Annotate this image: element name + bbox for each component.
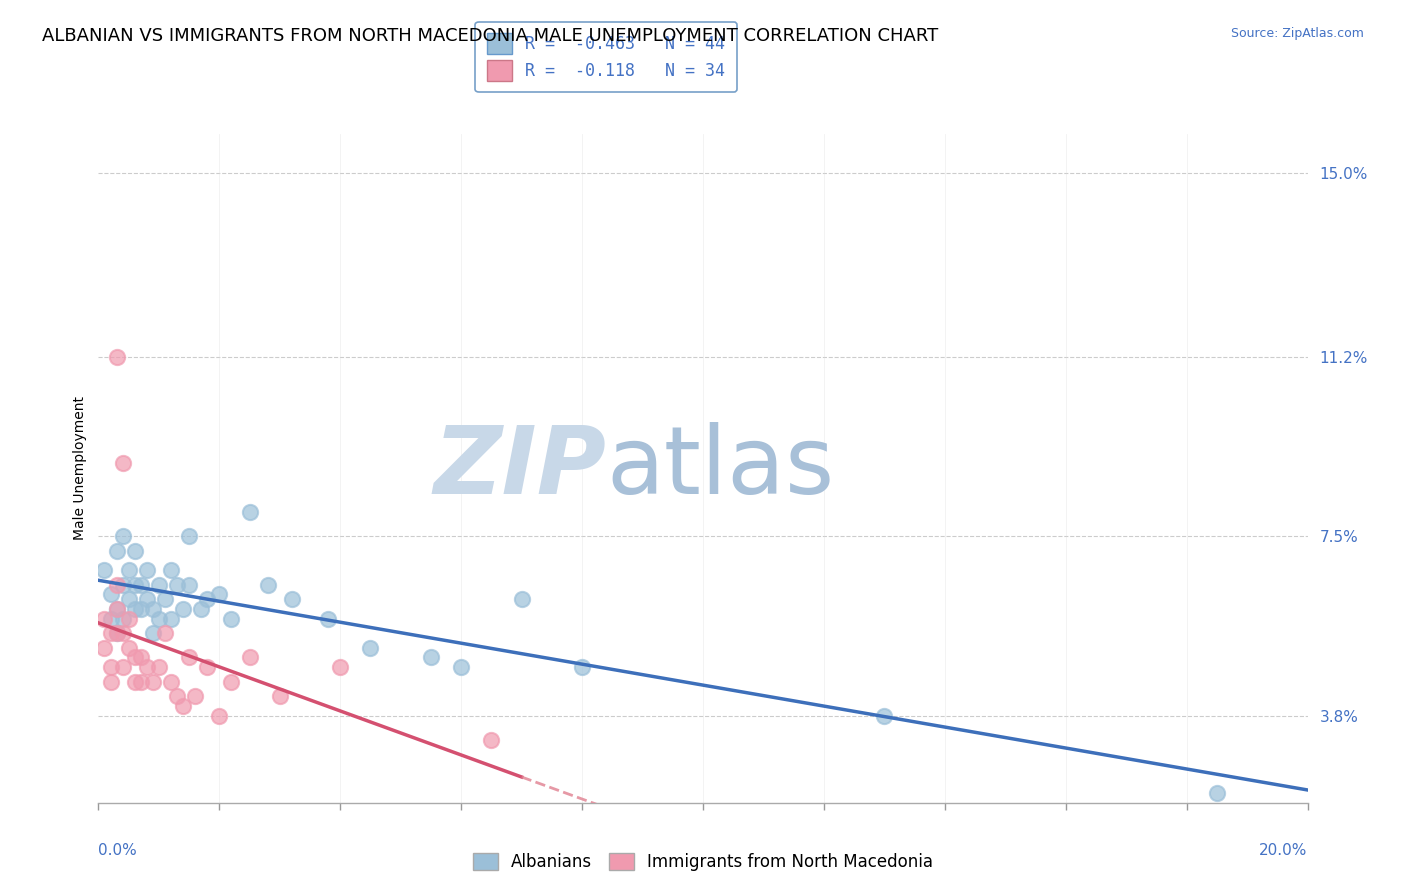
Point xyxy=(316,611,339,625)
Text: 0.0%: 0.0% xyxy=(98,843,138,858)
Point xyxy=(111,577,134,591)
Point xyxy=(100,611,122,625)
Point xyxy=(111,626,134,640)
Point xyxy=(160,674,183,689)
Text: 20.0%: 20.0% xyxy=(1260,843,1308,858)
Point xyxy=(118,640,141,655)
Point xyxy=(160,563,183,577)
Point xyxy=(419,650,441,665)
Point xyxy=(105,602,128,616)
Point xyxy=(153,626,176,640)
Point xyxy=(360,640,382,655)
Point xyxy=(142,674,165,689)
Point xyxy=(1206,786,1229,800)
Point xyxy=(481,732,503,747)
Point xyxy=(111,529,134,543)
Point xyxy=(239,505,262,519)
Point xyxy=(129,577,152,591)
Point xyxy=(571,660,593,674)
Text: atlas: atlas xyxy=(606,422,835,515)
Point xyxy=(124,602,146,616)
Point xyxy=(111,611,134,625)
Point xyxy=(450,660,472,674)
Point xyxy=(100,660,122,674)
Point xyxy=(93,640,115,655)
Point xyxy=(93,563,115,577)
Point xyxy=(118,592,141,607)
Point xyxy=(510,592,533,607)
Point xyxy=(160,611,183,625)
Point xyxy=(153,592,176,607)
Point xyxy=(177,529,201,543)
Point xyxy=(111,660,134,674)
Point xyxy=(93,611,115,625)
Point xyxy=(118,611,141,625)
Point xyxy=(111,457,134,471)
Point xyxy=(105,602,128,616)
Point xyxy=(281,592,304,607)
Point xyxy=(172,602,194,616)
Point xyxy=(105,626,128,640)
Point xyxy=(195,660,218,674)
Point xyxy=(124,674,146,689)
Point xyxy=(105,626,128,640)
Point xyxy=(124,543,146,558)
Point xyxy=(129,674,152,689)
Point xyxy=(148,577,170,591)
Point xyxy=(873,708,896,723)
Text: ALBANIAN VS IMMIGRANTS FROM NORTH MACEDONIA MALE UNEMPLOYMENT CORRELATION CHART: ALBANIAN VS IMMIGRANTS FROM NORTH MACEDO… xyxy=(42,27,938,45)
Point xyxy=(184,689,207,703)
Point xyxy=(166,689,188,703)
Y-axis label: Male Unemployment: Male Unemployment xyxy=(73,396,87,541)
Point xyxy=(100,626,122,640)
Point xyxy=(105,350,128,364)
Point xyxy=(177,650,201,665)
Point xyxy=(135,660,157,674)
Legend: Albanians, Immigrants from North Macedonia: Albanians, Immigrants from North Macedon… xyxy=(464,845,942,880)
Point xyxy=(177,577,201,591)
Point xyxy=(221,674,243,689)
Point xyxy=(269,689,291,703)
Point xyxy=(148,611,170,625)
Point xyxy=(118,563,141,577)
Point xyxy=(329,660,352,674)
Point xyxy=(172,698,194,713)
Point xyxy=(124,650,146,665)
Point xyxy=(100,674,122,689)
Point xyxy=(208,587,231,601)
Point xyxy=(190,602,212,616)
Point xyxy=(124,577,146,591)
Point xyxy=(166,577,188,591)
Point xyxy=(142,626,165,640)
Point xyxy=(100,587,122,601)
Point xyxy=(135,592,157,607)
Point xyxy=(129,602,152,616)
Legend: R =  -0.463   N = 44, R =  -0.118   N = 34: R = -0.463 N = 44, R = -0.118 N = 34 xyxy=(475,21,737,93)
Point xyxy=(195,592,218,607)
Point xyxy=(208,708,231,723)
Point xyxy=(129,650,152,665)
Point xyxy=(105,577,128,591)
Text: Source: ZipAtlas.com: Source: ZipAtlas.com xyxy=(1230,27,1364,40)
Point xyxy=(142,602,165,616)
Point xyxy=(221,611,243,625)
Point xyxy=(256,577,278,591)
Point xyxy=(135,563,157,577)
Point xyxy=(148,660,170,674)
Point xyxy=(105,543,128,558)
Text: ZIP: ZIP xyxy=(433,422,606,515)
Point xyxy=(239,650,262,665)
